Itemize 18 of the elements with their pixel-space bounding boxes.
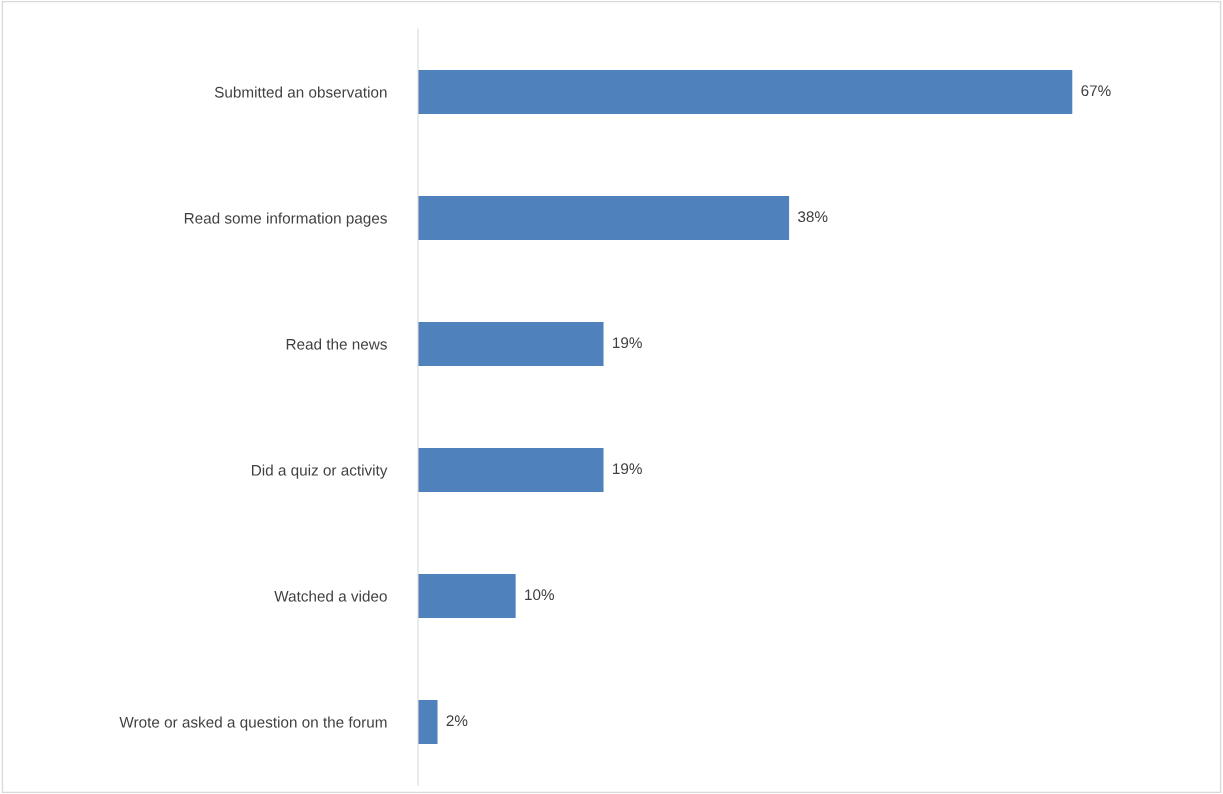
data-label: 2% bbox=[446, 715, 468, 727]
data-label: 10% bbox=[525, 589, 555, 601]
bar bbox=[418, 699, 438, 745]
bar bbox=[418, 69, 1073, 115]
data-label: 19% bbox=[613, 463, 642, 475]
data-label: 19% bbox=[613, 337, 642, 349]
bar bbox=[418, 321, 604, 367]
y-tick-label: Read the news bbox=[286, 338, 387, 350]
y-tick-label: Wrote or asked a question on the forum bbox=[119, 716, 387, 731]
y-tick-label: Submitted an observation bbox=[214, 86, 387, 98]
bar bbox=[418, 573, 516, 619]
y-tick-label: Read some information pages bbox=[184, 212, 387, 227]
y-tick-label: Did a quiz or activity bbox=[252, 464, 388, 479]
y-tick-label: Watched a video bbox=[274, 590, 387, 602]
bar bbox=[418, 447, 604, 493]
bar bbox=[418, 195, 790, 241]
data-label: 38% bbox=[798, 211, 828, 223]
data-label: 67% bbox=[1081, 85, 1111, 97]
